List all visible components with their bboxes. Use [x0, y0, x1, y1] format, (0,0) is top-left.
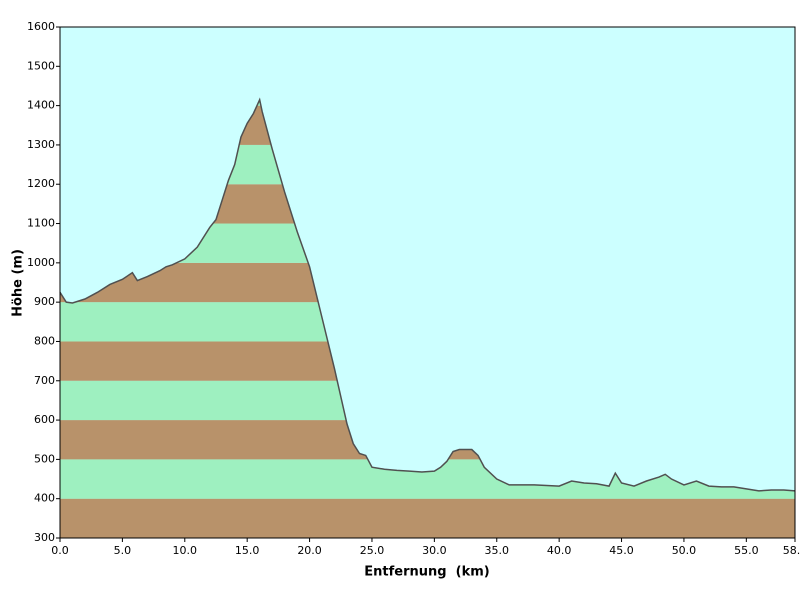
x-tick-label: 35.0	[485, 544, 510, 557]
plot-frame	[59, 26, 796, 539]
profile-line	[59, 97, 796, 492]
y-tick-label: 1300	[27, 138, 55, 151]
x-tick-label: 58.9	[783, 544, 800, 557]
x-tick-label: 15.0	[235, 544, 260, 557]
x-tick-label: 20.0	[297, 544, 322, 557]
x-tick-label: 30.0	[422, 544, 447, 557]
y-tick-label: 1000	[27, 256, 55, 269]
x-axis-title: Entfernung (km)	[364, 565, 489, 580]
x-tick-label: 0.0	[51, 544, 69, 557]
y-axis-title: Höhe (m)	[11, 249, 26, 317]
x-tick-label: 10.0	[173, 544, 198, 557]
elevation-band	[60, 498, 795, 538]
x-tick-label: 45.0	[609, 544, 634, 557]
y-tick-label: 1500	[27, 59, 55, 72]
y-tick-label: 1600	[27, 20, 55, 33]
y-tick-label: 700	[34, 374, 55, 387]
y-tick-label: 800	[34, 334, 55, 347]
y-tick-label: 1100	[27, 217, 55, 230]
x-tick-label: 25.0	[360, 544, 385, 557]
x-tick-label: 5.0	[114, 544, 132, 557]
x-tick-label: 50.0	[672, 544, 697, 557]
y-tick-label: 500	[34, 452, 55, 465]
x-tick-label: 40.0	[547, 544, 572, 557]
x-tick-label: 55.0	[734, 544, 759, 557]
y-tick-label: 300	[34, 531, 55, 544]
y-tick-label: 400	[34, 492, 55, 505]
y-tick-label: 600	[34, 413, 55, 426]
y-tick-label: 900	[34, 295, 55, 308]
y-tick-label: 1200	[27, 177, 55, 190]
y-tick-label: 1400	[27, 99, 55, 112]
